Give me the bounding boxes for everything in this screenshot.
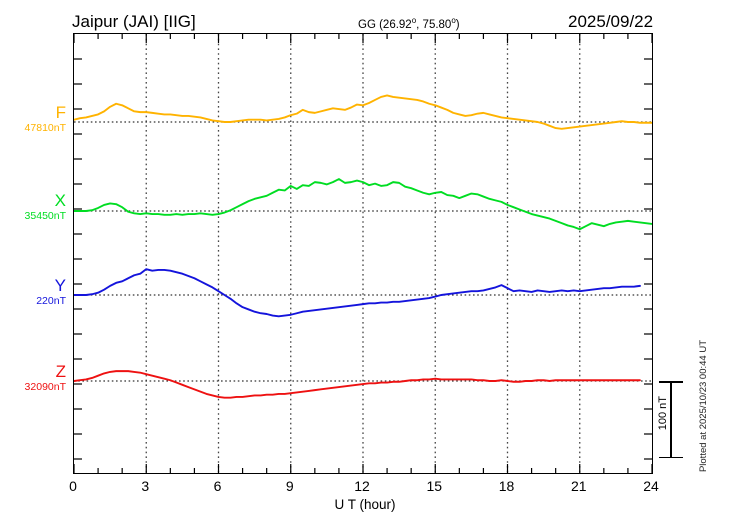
coords-suffix: )	[455, 18, 460, 31]
x-tick-label: 0	[69, 478, 77, 494]
component-label-Y: Y 220nT	[4, 277, 66, 307]
degree-icon: o	[411, 16, 417, 25]
component-label-X: X 35450nT	[4, 192, 66, 222]
magnetogram-traces	[74, 34, 652, 473]
component-label-Z: Z 32090nT	[4, 363, 66, 393]
coords-lat: 26.92	[382, 18, 412, 31]
x-tick-label: 3	[141, 478, 150, 494]
plotted-timestamp: Plotted at 2025/10/23 00:44 UT	[698, 340, 709, 473]
component-baseline-F: 47810nT	[24, 122, 66, 134]
scale-bar-line	[670, 382, 672, 458]
scale-bar: 100 nT	[657, 378, 685, 462]
x-tick-label: 24	[643, 478, 659, 494]
component-symbol-F: F	[55, 103, 66, 122]
observation-date: 2025/09/22	[568, 12, 654, 31]
station-title: Jaipur (JAI) [IIG]	[72, 12, 196, 31]
component-label-F: F 47810nT	[4, 104, 66, 134]
x-tick-label: 18	[498, 478, 515, 494]
scale-bar-cap-bottom	[659, 456, 683, 458]
x-tick-label: 9	[285, 478, 294, 494]
scale-bar-label: 100 nT	[657, 396, 669, 431]
x-axis-title: U T (hour)	[334, 497, 396, 512]
coords-lon: 75.80	[422, 18, 452, 31]
geographic-coordinates: GG (26.92o, 75.80o)	[358, 16, 460, 31]
x-tick-label: 12	[354, 478, 370, 494]
component-baseline-X: 35450nT	[24, 210, 66, 222]
component-baseline-Y: 220nT	[36, 295, 66, 307]
x-tick-label: 21	[570, 478, 587, 494]
coords-prefix: GG (	[358, 18, 383, 31]
scale-bar-cap-top	[659, 381, 683, 383]
degree-icon: o	[451, 16, 456, 25]
plot-area	[73, 33, 653, 474]
component-symbol-Z: Z	[55, 362, 66, 381]
x-tick-label: 6	[213, 478, 222, 494]
x-tick-label: 15	[426, 478, 443, 494]
component-symbol-Y: Y	[54, 276, 66, 295]
component-baseline-Z: 32090nT	[24, 381, 66, 393]
component-symbol-X: X	[54, 191, 66, 210]
